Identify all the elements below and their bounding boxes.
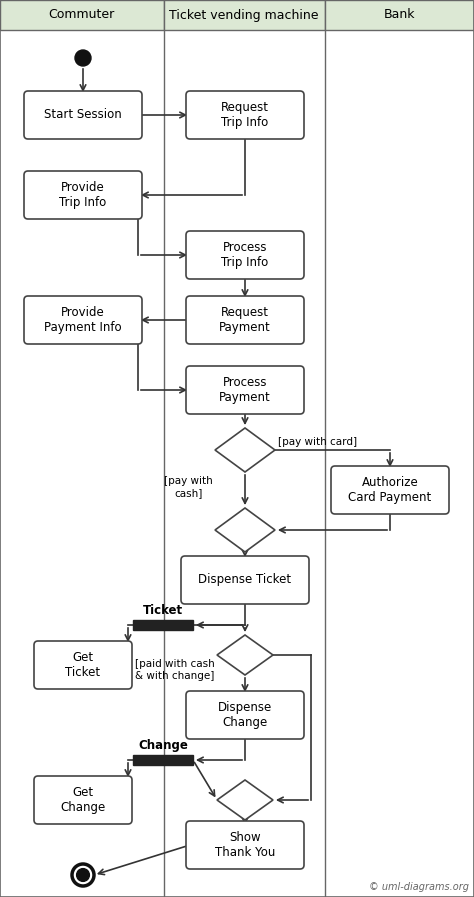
Bar <box>133 755 193 765</box>
Text: Request
Payment: Request Payment <box>219 306 271 334</box>
Text: [pay with
cash]: [pay with cash] <box>164 476 213 498</box>
FancyBboxPatch shape <box>186 296 304 344</box>
Circle shape <box>77 868 90 882</box>
FancyBboxPatch shape <box>24 91 142 139</box>
Text: Authorize
Card Payment: Authorize Card Payment <box>348 476 432 504</box>
FancyBboxPatch shape <box>186 366 304 414</box>
Circle shape <box>75 50 91 66</box>
Text: [pay with card]: [pay with card] <box>278 437 357 447</box>
Text: Provide
Trip Info: Provide Trip Info <box>59 181 107 209</box>
Text: Dispense
Change: Dispense Change <box>218 701 272 729</box>
Text: © uml-diagrams.org: © uml-diagrams.org <box>369 882 469 892</box>
Text: Show
Thank You: Show Thank You <box>215 831 275 859</box>
Polygon shape <box>215 508 275 552</box>
Text: Provide
Payment Info: Provide Payment Info <box>44 306 122 334</box>
FancyBboxPatch shape <box>181 556 309 604</box>
Text: Request
Trip Info: Request Trip Info <box>221 101 269 129</box>
FancyBboxPatch shape <box>186 91 304 139</box>
Text: Get
Ticket: Get Ticket <box>65 651 100 679</box>
Bar <box>133 620 193 630</box>
FancyBboxPatch shape <box>186 231 304 279</box>
Polygon shape <box>217 780 273 820</box>
Text: Ticket vending machine: Ticket vending machine <box>169 8 319 22</box>
Text: Ticket: Ticket <box>143 604 183 617</box>
Polygon shape <box>217 635 273 675</box>
Text: Process
Payment: Process Payment <box>219 376 271 404</box>
Circle shape <box>72 864 94 886</box>
Text: Process
Trip Info: Process Trip Info <box>221 241 269 269</box>
Bar <box>0 0 164 30</box>
FancyBboxPatch shape <box>186 691 304 739</box>
FancyBboxPatch shape <box>24 171 142 219</box>
Text: Dispense Ticket: Dispense Ticket <box>199 573 292 587</box>
FancyBboxPatch shape <box>331 466 449 514</box>
Bar <box>325 0 474 30</box>
Polygon shape <box>215 428 275 472</box>
Bar <box>164 0 325 30</box>
Text: Bank: Bank <box>383 8 415 22</box>
FancyBboxPatch shape <box>34 776 132 824</box>
Text: Change: Change <box>138 739 188 752</box>
FancyBboxPatch shape <box>34 641 132 689</box>
Text: Commuter: Commuter <box>49 8 115 22</box>
FancyBboxPatch shape <box>24 296 142 344</box>
FancyBboxPatch shape <box>186 821 304 869</box>
Text: Start Session: Start Session <box>44 109 122 121</box>
Text: [paid with cash
& with change]: [paid with cash & with change] <box>135 659 215 681</box>
Text: Get
Change: Get Change <box>60 786 106 814</box>
